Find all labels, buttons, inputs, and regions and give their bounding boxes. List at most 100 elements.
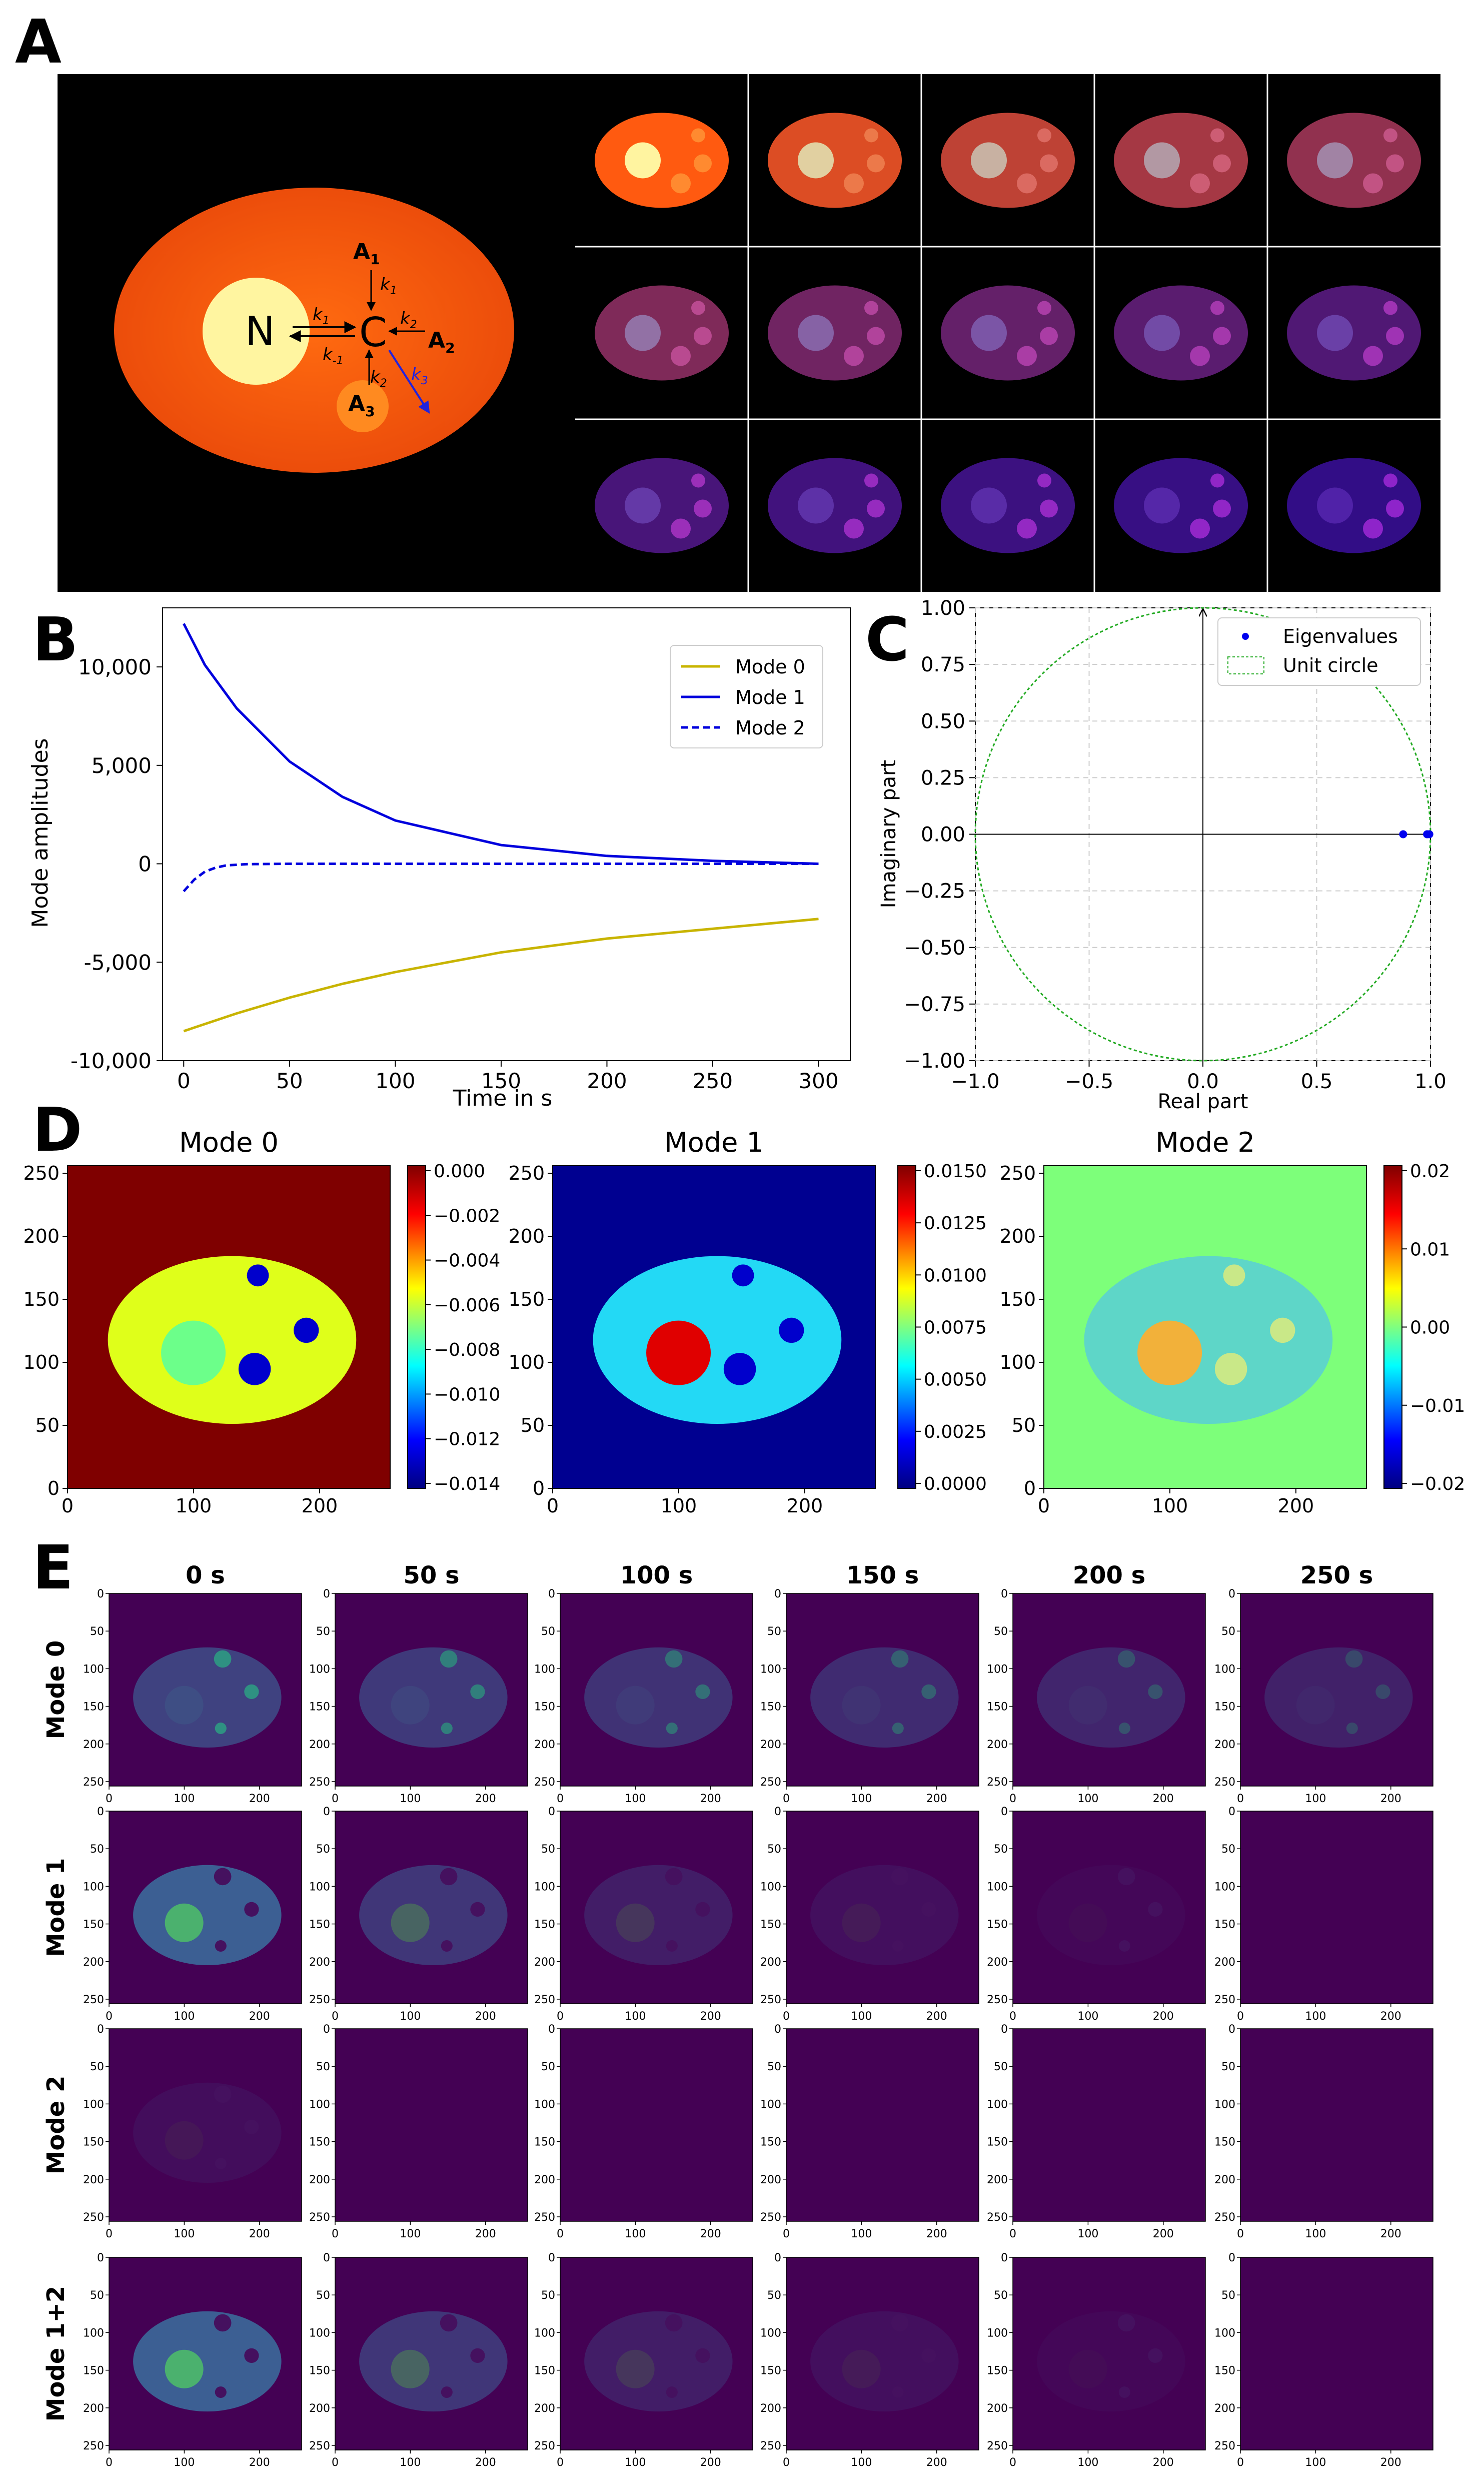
snapshot-ytick-label: 200 bbox=[760, 2402, 781, 2415]
snapshot-frame bbox=[786, 1811, 979, 2004]
snapshot-ytick-label: 50 bbox=[90, 1625, 104, 1638]
snapshot-xtick-label: 0 bbox=[106, 2228, 113, 2240]
snapshot-spot bbox=[666, 2386, 678, 2398]
snapshot-ytick-label: 250 bbox=[760, 1994, 781, 2006]
snapshot-ytick-label: 200 bbox=[534, 2402, 555, 2415]
frame-spot bbox=[1213, 327, 1231, 345]
frame-spot bbox=[671, 173, 691, 194]
snapshot-cell: 0 100 200 0 50 100 150 200 250 bbox=[987, 1806, 1206, 2023]
snapshot-ytick-label: 100 bbox=[1214, 1881, 1235, 1893]
snapshot-ytick-label: 150 bbox=[309, 2365, 330, 2377]
snapshot-cell: 0 100 200 0 50 100 150 200 250 bbox=[760, 2023, 979, 2240]
chart-c-ytick-label: 0.50 bbox=[921, 710, 965, 733]
frame-spot bbox=[1017, 518, 1037, 539]
snapshot-ytick-label: 200 bbox=[309, 2174, 330, 2186]
snapshot-ytick-label: 0 bbox=[97, 1806, 104, 1818]
snapshot-spot bbox=[666, 1940, 678, 1952]
snapshot-ytick-label: 50 bbox=[90, 2061, 104, 2073]
snapshot-xtick-label: 100 bbox=[174, 1793, 195, 1805]
colorbar-tick-label: −0.010 bbox=[434, 1384, 500, 1405]
snapshot-ytick-label: 50 bbox=[316, 2289, 330, 2302]
snapshot-xtick-label: 0 bbox=[557, 1793, 564, 1805]
mode-map-ytick-label: 50 bbox=[36, 1414, 60, 1436]
snapshot-ytick-label: 150 bbox=[987, 1919, 1008, 1931]
mode-map-phantom bbox=[1084, 1256, 1333, 1424]
snapshot-phantom bbox=[810, 1865, 959, 1965]
chart-c-ytick-label: −0.75 bbox=[904, 993, 965, 1016]
frame-spot bbox=[1190, 173, 1210, 194]
snapshot-cell: 0 100 200 0 50 100 150 200 250 bbox=[1214, 2252, 1433, 2469]
snapshot-ytick-label: 200 bbox=[1214, 2402, 1235, 2415]
snapshot-ytick-label: 0 bbox=[1001, 1588, 1008, 1600]
snapshot-frame bbox=[786, 1593, 979, 1787]
eigenvalue-point bbox=[1399, 830, 1407, 839]
chart-c-legend-box bbox=[1217, 617, 1421, 686]
snapshot-phantom bbox=[584, 2311, 733, 2411]
snapshot-xtick-label: 0 bbox=[1009, 2456, 1016, 2469]
legend-eigenvalues-label: Eigenvalues bbox=[1283, 625, 1398, 647]
mode-map-ytick-label: 250 bbox=[23, 1162, 60, 1184]
mode-map-ytick-label: 100 bbox=[508, 1351, 545, 1373]
snapshot-phantom bbox=[1037, 1647, 1185, 1748]
snapshot-xtick-label: 0 bbox=[332, 2010, 339, 2023]
snapshot-frame bbox=[1012, 2257, 1206, 2450]
snapshot-region-n bbox=[842, 1686, 881, 1725]
frame-region-n bbox=[1144, 315, 1180, 351]
mode-map-ytick-label: 100 bbox=[999, 1351, 1036, 1373]
frame-spot bbox=[691, 473, 705, 488]
snapshot-xtick-label: 200 bbox=[1153, 2228, 1174, 2240]
snapshot-ytick-label: 0 bbox=[97, 1588, 104, 1600]
chart-b-ticks: 0 50 100 150 200 250 300 10,000 5,000 0 -5,000 -10,… bbox=[71, 655, 839, 1093]
snapshot-xtick-label: 100 bbox=[174, 2228, 195, 2240]
snapshot-ytick-label: 250 bbox=[760, 2211, 781, 2224]
frame-region-n bbox=[798, 315, 834, 351]
frame-spot bbox=[694, 499, 712, 518]
label-n: N bbox=[245, 308, 275, 355]
chart-b-xtick-label: 200 bbox=[587, 1069, 627, 1093]
frame-region-n bbox=[1144, 142, 1180, 179]
snapshot-spot bbox=[665, 1868, 683, 1886]
snapshot-ytick-label: 0 bbox=[323, 1806, 330, 1818]
snapshot-cell: 0 100 200 0 50 100 150 200 250 bbox=[83, 2023, 302, 2240]
frame-region-n bbox=[798, 487, 834, 524]
panel-d: Mode 00 100 2002502001501005000.000−0.002−… bbox=[23, 1127, 1465, 1517]
chart-b-xtick-label: 250 bbox=[693, 1069, 733, 1093]
snapshot-ytick-label: 50 bbox=[541, 2289, 555, 2302]
frame-region-n bbox=[798, 142, 834, 179]
snapshot-ytick-label: 200 bbox=[987, 1956, 1008, 1969]
snapshot-ytick-label: 100 bbox=[309, 1663, 330, 1676]
mode-map-ytick-label: 50 bbox=[1012, 1414, 1036, 1436]
snapshot-ytick-label: 250 bbox=[83, 1994, 104, 2006]
snapshot-phantom bbox=[1264, 1647, 1413, 1748]
mode-map-title: Mode 1 bbox=[664, 1127, 764, 1158]
snapshot-ytick-label: 250 bbox=[309, 1776, 330, 1789]
snapshot-ytick-label: 100 bbox=[1214, 2098, 1235, 2111]
snapshot-xtick-label: 200 bbox=[1153, 2456, 1174, 2469]
chart-c-ytick-label: −0.25 bbox=[904, 880, 965, 903]
snapshot-xtick-label: 100 bbox=[851, 2456, 872, 2469]
snapshot-frame bbox=[1240, 1593, 1433, 1787]
frame-region-n bbox=[1144, 487, 1180, 524]
frame-spot bbox=[1190, 518, 1210, 539]
snapshot-spot bbox=[441, 1940, 453, 1952]
colorbar-tick-label: 0.0150 bbox=[924, 1161, 987, 1182]
snapshot-ytick-label: 0 bbox=[774, 2023, 781, 2036]
snapshot-ytick-label: 150 bbox=[309, 1701, 330, 1714]
snapshot-ytick-label: 200 bbox=[760, 2174, 781, 2186]
mode-map-region-n bbox=[646, 1320, 711, 1385]
snapshot-ytick-label: 100 bbox=[534, 2098, 555, 2111]
snapshot-ytick-label: 150 bbox=[83, 2136, 104, 2149]
chart-b-ytick-label: 10,000 bbox=[78, 655, 152, 679]
rate-k1-a1: k1 bbox=[380, 275, 397, 297]
snapshot-frame bbox=[1012, 1811, 1206, 2004]
time-column-label: 0 s bbox=[186, 1561, 225, 1589]
snapshot-xtick-label: 200 bbox=[1380, 2456, 1401, 2469]
snapshot-spot bbox=[695, 1684, 710, 1699]
snapshot-ytick-label: 50 bbox=[994, 2061, 1008, 2073]
snapshot-spot bbox=[695, 1902, 710, 1917]
mode-map-spot bbox=[723, 1353, 756, 1385]
snapshot-xtick-label: 100 bbox=[1305, 2456, 1326, 2469]
snapshot-ytick-label: 0 bbox=[1001, 2023, 1008, 2036]
mode-map-ytick-label: 50 bbox=[521, 1414, 545, 1436]
